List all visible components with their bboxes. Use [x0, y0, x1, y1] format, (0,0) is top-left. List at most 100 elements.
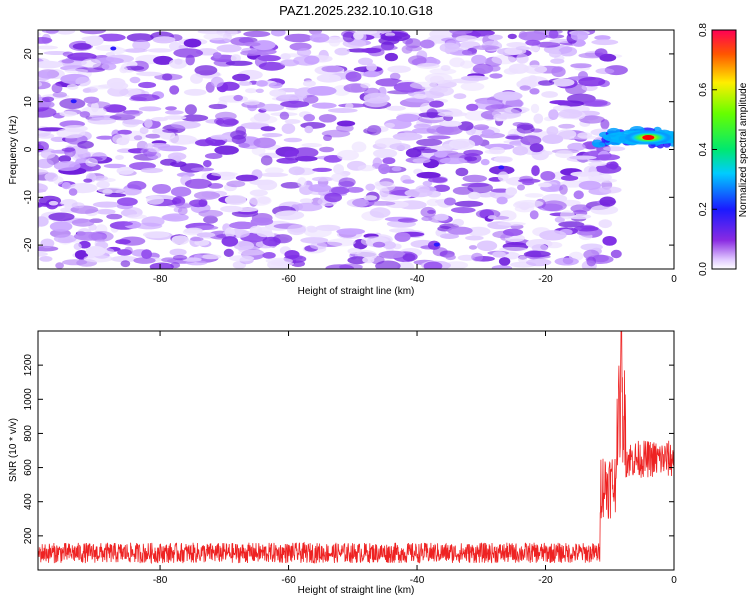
heatmap-cell — [471, 252, 483, 262]
heatmap-cell — [133, 135, 143, 141]
heatmap-cell — [226, 180, 246, 188]
heatmap-cell — [300, 122, 326, 129]
heatmap-cell — [573, 225, 599, 232]
heatmap-cell — [602, 236, 617, 246]
heatmap-cell — [271, 261, 294, 267]
heatmap-cell — [146, 195, 165, 205]
heatmap-cell — [402, 179, 415, 184]
heatmap-cell — [96, 181, 110, 189]
heatmap-cell — [319, 146, 335, 153]
heatmap-cell — [433, 184, 450, 192]
heatmap-cell — [524, 193, 544, 198]
y-tick-label: 20 — [23, 48, 34, 60]
heatmap-cell — [173, 48, 204, 58]
heatmap-cell — [558, 123, 575, 129]
heatmap-cell — [549, 38, 573, 44]
heatmap-cell — [117, 129, 132, 135]
heatmap-cell — [551, 66, 566, 78]
heatmap-cell — [55, 30, 76, 35]
heatmap-cell — [554, 216, 565, 223]
heatmap-cell — [304, 55, 320, 65]
heatmap-cell — [109, 82, 129, 90]
heatmap-cell — [122, 119, 145, 125]
snr-plot-area — [38, 331, 674, 570]
heatmap-cell — [245, 88, 258, 94]
heatmap-cell — [85, 246, 106, 257]
heatmap-cell — [548, 49, 562, 58]
heatmap-cell — [594, 48, 608, 58]
heatmap-cell — [472, 45, 500, 50]
heatmap-cell — [409, 81, 438, 90]
heatmap-cell — [255, 88, 264, 94]
heatmap-cell — [498, 165, 505, 170]
heatmap-cell — [573, 190, 584, 200]
heatmap-cell — [117, 197, 138, 206]
heatmap-cell — [491, 108, 521, 120]
heatmap-cell — [488, 34, 503, 40]
heatmap-cell — [402, 253, 416, 262]
heatmap-cell — [92, 175, 109, 181]
heatmap-cell — [565, 83, 588, 95]
heatmap-cell — [107, 86, 129, 97]
heatmap-cell — [38, 81, 43, 87]
heatmap-x-axis-label: Height of straight line (km) — [298, 286, 415, 297]
heatmap-cell — [106, 213, 123, 220]
heatmap-cell — [518, 31, 548, 41]
heatmap-cell — [211, 171, 238, 177]
heatmap-cell — [38, 133, 39, 137]
heatmap-cell — [225, 60, 253, 66]
heatmap-cell — [169, 85, 180, 95]
heatmap-cell — [194, 65, 218, 76]
heatmap-cell — [387, 65, 411, 73]
heatmap-y-axis-label: Frequency (Hz) — [8, 116, 19, 185]
heatmap-cell — [171, 198, 182, 204]
heatmap-cell — [38, 216, 49, 227]
heatmap-cell — [175, 203, 192, 209]
heatmap-cell — [412, 158, 431, 164]
heatmap-cell — [592, 142, 606, 148]
heatmap-cell — [169, 58, 188, 69]
heatmap-cell — [345, 103, 354, 109]
snr-series-line — [38, 331, 674, 565]
heatmap-cell — [545, 241, 563, 249]
heatmap-cell — [115, 239, 131, 245]
heatmap-cell — [257, 55, 281, 62]
heatmap-cell — [48, 200, 59, 206]
heatmap-cell — [471, 54, 487, 65]
heatmap-cell — [569, 155, 597, 160]
heatmap-cell — [375, 181, 396, 192]
heatmap-cell — [429, 86, 454, 97]
heatmap-cell — [558, 221, 585, 228]
heatmap-cell — [353, 31, 364, 40]
heatmap-cell — [318, 114, 337, 123]
heatmap-cell — [426, 125, 454, 135]
heatmap-cell — [405, 97, 435, 103]
heatmap-cell — [312, 167, 332, 172]
heatmap-cell — [578, 180, 602, 190]
heatmap-cell — [68, 188, 78, 196]
heatmap-cell — [334, 47, 350, 56]
heatmap-cell — [382, 241, 396, 250]
heatmap-cell — [119, 66, 128, 74]
heatmap-cell — [541, 200, 567, 212]
heatmap-cell — [345, 71, 362, 82]
heatmap-cell — [224, 227, 235, 238]
heatmap-cell — [110, 255, 139, 263]
heatmap-cell — [378, 250, 408, 259]
heatmap-cell — [165, 110, 184, 115]
heatmap-cell — [110, 46, 117, 51]
heatmap-cell — [288, 166, 305, 176]
heatmap-cell — [508, 63, 529, 74]
heatmap-cell — [426, 198, 441, 207]
heatmap-cell — [229, 255, 255, 262]
heatmap-cell — [455, 167, 469, 177]
heatmap-cell — [274, 210, 305, 220]
heatmap-cell — [464, 156, 478, 162]
heatmap-cell — [38, 31, 41, 37]
heatmap-cell — [148, 147, 161, 153]
heatmap-cell — [422, 180, 433, 187]
heatmap-cell — [258, 61, 286, 71]
heatmap-cell — [203, 160, 212, 168]
heatmap-cell — [210, 134, 231, 140]
heatmap-cell — [48, 212, 75, 222]
